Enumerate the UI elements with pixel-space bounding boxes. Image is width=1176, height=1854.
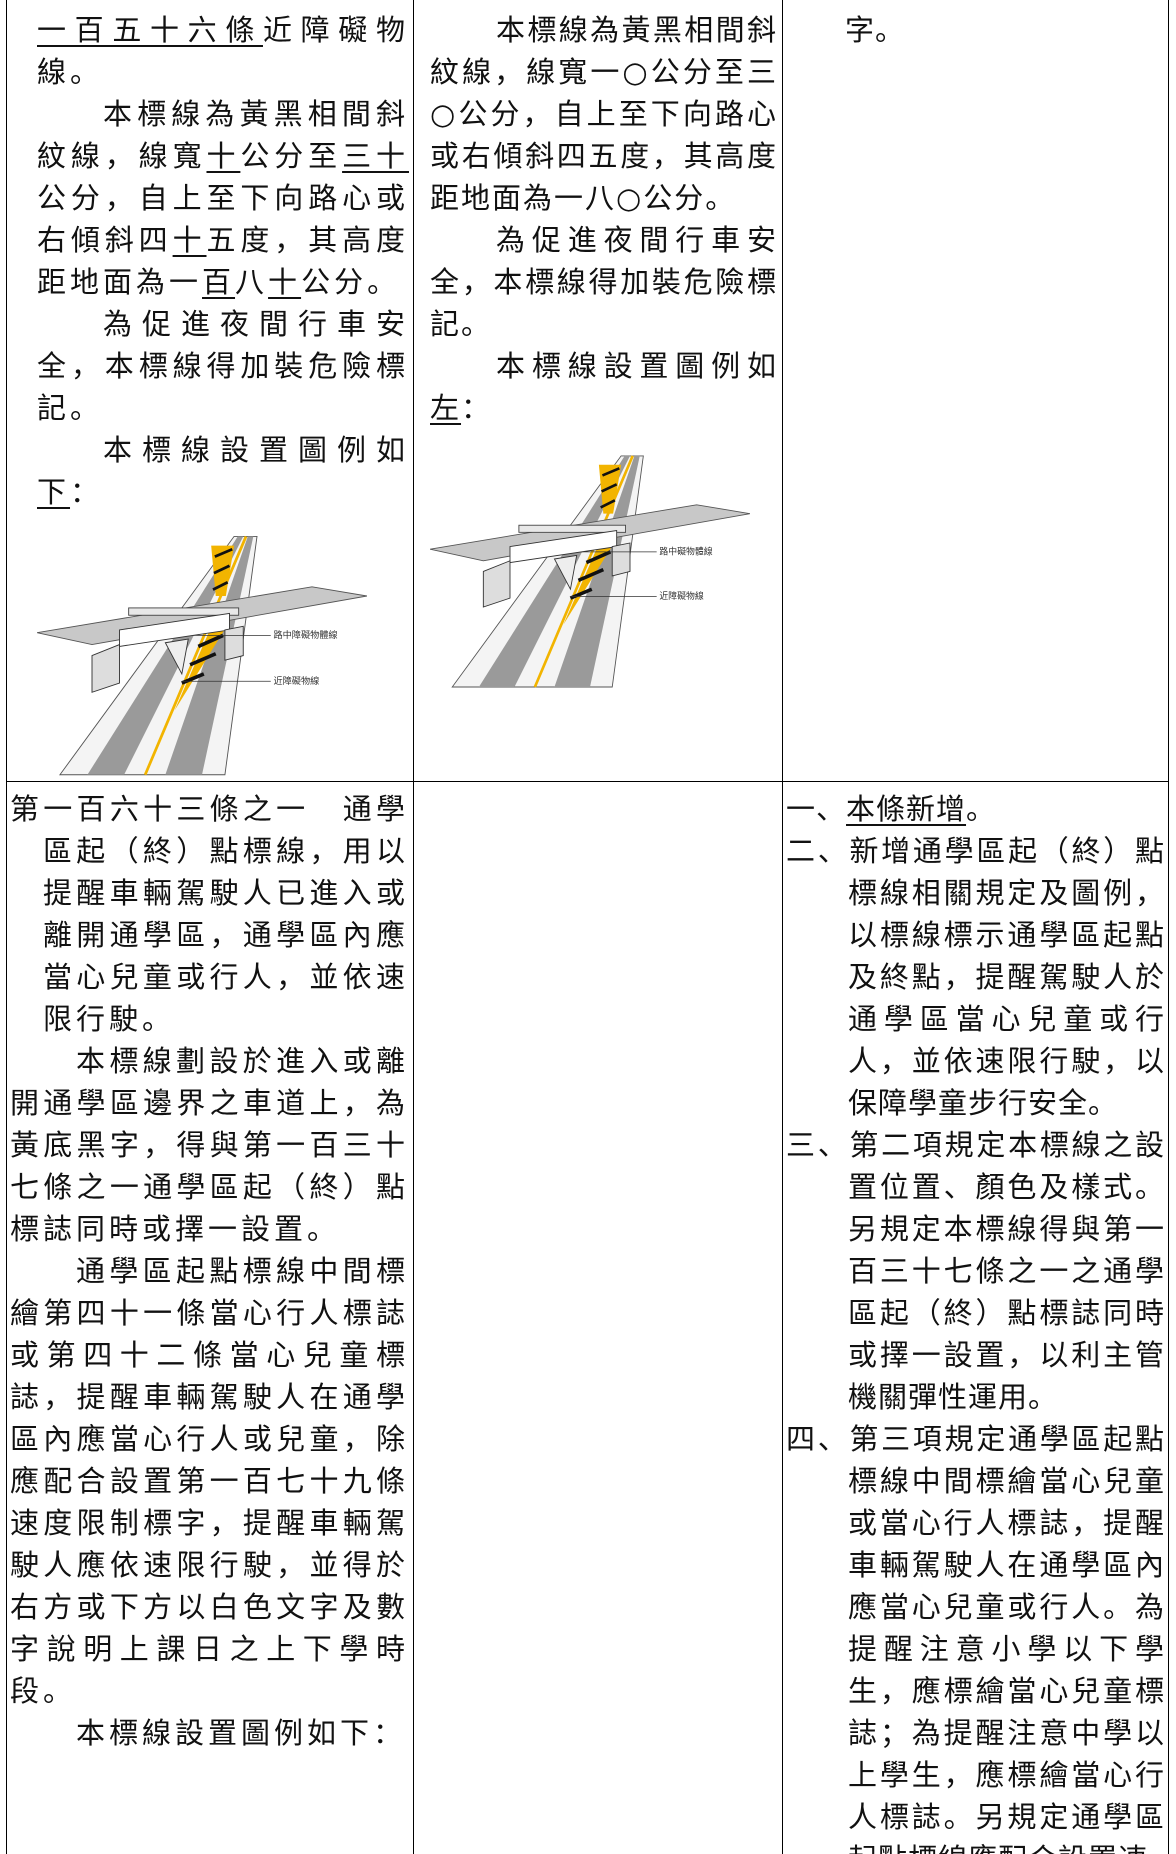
table-cell: 第一百六十三條之一 通學區起（終）點標線，用以提醒車輛駕駛人已進入或離開通學區，… [6, 781, 414, 1854]
text-run: 五度，其高度距地面為一 [37, 223, 409, 299]
overpass [430, 504, 750, 608]
table-cell [413, 781, 783, 1854]
paragraph: 本標線為黃黑相間斜紋線，線寬十公分至三十公分，自上至下向路心或右傾斜四十五度，其… [37, 93, 409, 303]
table-cell: 一、本條新增。 二、新增通學區起（終）點標線相關規定及圖例，以標線標示通學區起點及… [782, 781, 1169, 1854]
paragraph: 本標線設置圖例如下： [37, 429, 409, 513]
text-run: 本標線設置圖例如下： [76, 1716, 407, 1750]
leader-lines [570, 551, 657, 597]
table-cell: 本標線為黃黑相間斜紋線，線寬一○公分至三○公分，自上至下向路心或右傾斜四五度，其… [413, 0, 783, 782]
text-run: 為促進夜間行車安全，本標線得加裝危險標記。 [37, 307, 409, 425]
list-item: 四、第三項規定通學區起點標線中間標繪當心兒童或當心行人標誌，提醒車輛駕駛人在通學… [786, 1418, 1165, 1854]
underlined-text: 三十 [342, 139, 409, 173]
underlined-text: 一百五十六條 [37, 13, 263, 47]
underlined-text: 百 [202, 265, 236, 299]
text-run: 公分，自上至下向路心或右傾斜四 [37, 181, 409, 257]
table-cell: 字。 [782, 0, 1169, 782]
leader-lines [181, 635, 271, 682]
underlined-text: 十 [172, 223, 207, 257]
article-heading: 第一百六十三條之一 通學區起（終）點標線，用以提醒車輛駕駛人已進入或離開通學區，… [10, 788, 409, 1040]
text-run: 為促進夜間行車安全，本標線得加裝危險標記。 [430, 223, 778, 341]
comparison-table: 一百五十六條近障礙物線。 本標線為黃黑相間斜紋線，線寬十公分至三十公分，自上至下向… [6, 0, 1169, 1854]
list-item: 二、新增通學區起（終）點標線相關規定及圖例，以標線標示通學區起點及終點，提醒駕駛… [786, 830, 1165, 1124]
figure-label: 近障礙物線 [659, 590, 703, 602]
list-item: 三、第二項規定本標線之設置位置、顏色及樣式。另規定本標線得與第一百三十七條之一之… [786, 1124, 1165, 1418]
underlined-text: 下 [37, 475, 71, 509]
continued-text: 字。 [783, 9, 1168, 51]
paragraph: 本標線設置圖例如下： [10, 1712, 409, 1754]
text-run: 。 [966, 792, 997, 826]
paragraph: 為促進夜間行車安全，本標線得加裝危險標記。 [430, 219, 778, 345]
overpass [37, 586, 367, 693]
paragraph: 通學區起點標線中間標繪第四十一條當心行人標誌或第四十二條當心兒童標誌，提醒車輛駕… [10, 1250, 409, 1712]
figure-label: 路中礙物體線 [659, 545, 712, 557]
text-run: 本標線劃設於進入或離開通學區邊界之車道上，為黃底黑字，得與第一百三十七條之一通學… [10, 1044, 409, 1246]
continued-text: 一百五十六條近障礙物線。 [37, 9, 409, 93]
text-run: 本標線為黃黑相間斜紋線，線寬 [37, 97, 409, 173]
text-run: 一、 [786, 792, 847, 826]
underlined-text: 本條新增 [846, 792, 967, 826]
list-item: 一、本條新增。 [786, 788, 1165, 830]
text-run: 本標線設置圖例如 [103, 433, 409, 467]
text-run: 第一百六十三條之一 通學區起（終）點標線，用以提醒車輛駕駛人已進入或離開通學區，… [10, 792, 409, 1036]
figure-label: 近障礙物線 [274, 675, 320, 687]
text-run: 通學區起點標線中間標繪第四十一條當心行人標誌或第四十二條當心兒童標誌，提醒車輛駕… [10, 1254, 409, 1708]
text-run: 三、第二項規定本標線之設置位置、顏色及樣式。另規定本標線得與第一百三十七條之一之… [786, 1128, 1165, 1414]
underlined-text: 十 [268, 265, 302, 299]
text-run: 字。 [845, 13, 906, 47]
text-run: 公分。 [301, 265, 401, 299]
paragraph: 本標線為黃黑相間斜紋線，線寬一○公分至三○公分，自上至下向路心或右傾斜四五度，其… [430, 9, 778, 219]
text-run: 近障礙物線。 [37, 13, 409, 89]
text-run: 本標線為黃黑相間斜紋線，線寬一○公分至三○公分，自上至下向路心或右傾斜四五度，其… [430, 13, 778, 215]
paragraph: 為促進夜間行車安全，本標線得加裝危險標記。 [37, 303, 409, 429]
text-run: ： [461, 391, 493, 425]
underlined-text: 左 [430, 391, 462, 425]
text-run: ： [70, 475, 104, 509]
text-run: 八 [235, 265, 269, 299]
table-row: 第一百六十三條之一 通學區起（終）點標線，用以提醒車輛駕駛人已進入或離開通學區，… [6, 781, 1169, 1854]
road [451, 455, 644, 688]
figure-label: 路中障礙物體線 [274, 629, 338, 641]
road [59, 535, 258, 776]
table-cell: 一百五十六條近障礙物線。 本標線為黃黑相間斜紋線，線寬十公分至三十公分，自上至下向… [6, 0, 414, 782]
text-run: 四、第三項規定通學區起點標線中間標繪當心兒童或當心行人標誌，提醒車輛駕駛人在通學… [786, 1422, 1165, 1854]
text-run: 本標線設置圖例如 [496, 349, 778, 383]
paragraph: 本標線劃設於進入或離開通學區邊界之車道上，為黃底黑字，得與第一百三十七條之一通學… [10, 1040, 409, 1250]
table-row: 一百五十六條近障礙物線。 本標線為黃黑相間斜紋線，線寬十公分至三十公分，自上至下向… [6, 0, 1169, 782]
paragraph: 本標線設置圖例如左： [430, 345, 778, 429]
text-run: 二、新增通學區起（終）點標線相關規定及圖例，以標線標示通學區起點及終點，提醒駕駛… [786, 834, 1165, 1120]
underlined-text: 十 [206, 139, 241, 173]
text-run: 公分至 [240, 139, 343, 173]
